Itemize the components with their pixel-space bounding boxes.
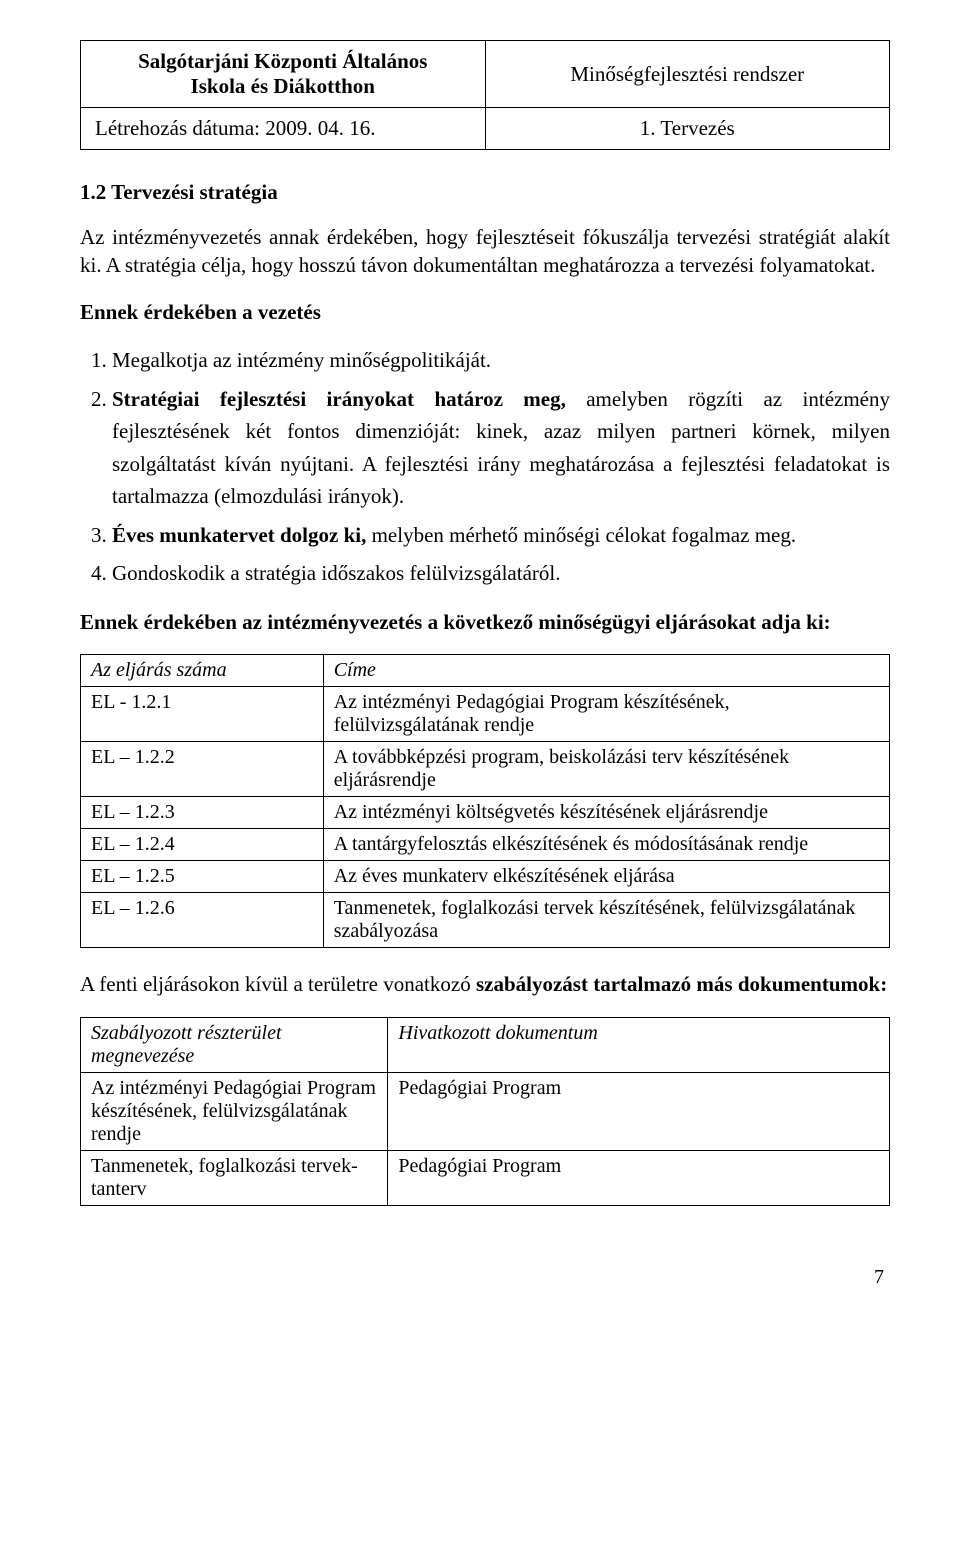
proc-title: Az intézményi költségvetés készítésének … bbox=[323, 797, 889, 829]
page-container: Salgótarjáni Központi Általános Iskola é… bbox=[0, 0, 960, 1329]
lead2-pre: Ennek érdekében az intézményvezetés a kö… bbox=[80, 610, 538, 634]
doc-ref: Pedagógiai Program bbox=[388, 1150, 890, 1205]
table-row: EL – 1.2.3 Az intézményi költségvetés ké… bbox=[81, 797, 890, 829]
proc-id: EL - 1.2.1 bbox=[81, 687, 324, 742]
table-header-row: Az eljárás száma Címe bbox=[81, 655, 890, 687]
chapter-label: 1. Tervezés bbox=[640, 116, 735, 140]
header-system-cell: Minőségfejlesztési rendszer bbox=[485, 41, 890, 108]
header-table: Salgótarjáni Központi Általános Iskola é… bbox=[80, 40, 890, 150]
header-date-cell: Létrehozás dátuma: 2009. 04. 16. bbox=[81, 108, 486, 150]
page-number: 7 bbox=[80, 1266, 890, 1289]
documents-table: Szabályozott részterület megnevezése Hiv… bbox=[80, 1017, 890, 1206]
school-name-line1: Salgótarjáni Központi Általános bbox=[138, 49, 427, 73]
proc-col-2-header: Címe bbox=[323, 655, 889, 687]
doc-area: Tanmenetek, foglalkozási tervek-tanterv bbox=[81, 1150, 388, 1205]
proc-id: EL – 1.2.3 bbox=[81, 797, 324, 829]
docs-lead: A fenti eljárásokon kívül a területre vo… bbox=[80, 970, 890, 998]
table-row: EL – 1.2.5 Az éves munkaterv elkészítésé… bbox=[81, 861, 890, 893]
table-row: EL – 1.2.4 A tantárgyfelosztás elkészíté… bbox=[81, 829, 890, 861]
list-item-3-rest: melyben mérhető minőségi célokat fogalma… bbox=[366, 523, 796, 547]
proc-title: Az éves munkaterv elkészítésének eljárás… bbox=[323, 861, 889, 893]
proc-id: EL – 1.2.4 bbox=[81, 829, 324, 861]
proc-title: A tantárgyfelosztás elkészítésének és mó… bbox=[323, 829, 889, 861]
docs-col-2-header: Hivatkozott dokumentum bbox=[388, 1017, 890, 1072]
header-school-cell: Salgótarjáni Központi Általános Iskola é… bbox=[81, 41, 486, 108]
creation-date: Létrehozás dátuma: 2009. 04. 16. bbox=[95, 116, 376, 140]
table-header-row: Szabályozott részterület megnevezése Hiv… bbox=[81, 1017, 890, 1072]
list-item-3-bold: Éves munkatervet dolgoz ki, bbox=[112, 523, 366, 547]
lead-in-1: Ennek érdekében a vezetés bbox=[80, 298, 890, 326]
lead2-post: minőségügyi eljárásokat adja ki: bbox=[538, 610, 830, 634]
school-name-line2: Iskola és Diákotthon bbox=[191, 74, 375, 98]
table-row: EL – 1.2.2 A továbbképzési program, beis… bbox=[81, 742, 890, 797]
section-title: 1.2 Tervezési stratégia bbox=[80, 180, 890, 205]
proc-id: EL – 1.2.2 bbox=[81, 742, 324, 797]
doc-ref: Pedagógiai Program bbox=[388, 1072, 890, 1150]
table-row: Tanmenetek, foglalkozási tervek-tanterv … bbox=[81, 1150, 890, 1205]
proc-title: Tanmenetek, foglalkozási tervek készítés… bbox=[323, 893, 889, 948]
docs-col1-line1: Szabályozott részterület bbox=[91, 1022, 282, 1044]
system-name: Minőségfejlesztési rendszer bbox=[570, 62, 804, 86]
intro-paragraph: Az intézményvezetés annak érdekében, hog… bbox=[80, 223, 890, 280]
table-row: EL - 1.2.1 Az intézményi Pedagógiai Prog… bbox=[81, 687, 890, 742]
list-item-4: Gondoskodik a stratégia időszakos felülv… bbox=[112, 557, 890, 590]
proc-col-1-header: Az eljárás száma bbox=[81, 655, 324, 687]
list-item-1: Megalkotja az intézmény minőségpolitikáj… bbox=[112, 344, 890, 377]
list-item-3: Éves munkatervet dolgoz ki, melyben mérh… bbox=[112, 519, 890, 552]
list-item-2: Stratégiai fejlesztési irányokat határoz… bbox=[112, 383, 890, 513]
procedures-table: Az eljárás száma Címe EL - 1.2.1 Az inté… bbox=[80, 654, 890, 948]
lead-in-2: Ennek érdekében az intézményvezetés a kö… bbox=[80, 608, 890, 636]
table-row: EL – 1.2.6 Tanmenetek, foglalkozási terv… bbox=[81, 893, 890, 948]
docs-col1-line2: megnevezése bbox=[91, 1045, 194, 1067]
list-item-2-bold: Stratégiai fejlesztési irányokat határoz… bbox=[112, 387, 566, 411]
proc-id: EL – 1.2.6 bbox=[81, 893, 324, 948]
docs-lead-bold: szabályozást tartalmazó más dokumentumok… bbox=[476, 972, 887, 996]
doc-area: Az intézményi Pedagógiai Program készíté… bbox=[81, 1072, 388, 1150]
header-chapter-cell: 1. Tervezés bbox=[485, 108, 890, 150]
proc-title: A továbbképzési program, beiskolázási te… bbox=[323, 742, 889, 797]
main-numbered-list: Megalkotja az intézmény minőségpolitikáj… bbox=[80, 344, 890, 590]
proc-title: Az intézményi Pedagógiai Program készíté… bbox=[323, 687, 889, 742]
proc-id: EL – 1.2.5 bbox=[81, 861, 324, 893]
docs-col-1-header: Szabályozott részterület megnevezése bbox=[81, 1017, 388, 1072]
table-row: Az intézményi Pedagógiai Program készíté… bbox=[81, 1072, 890, 1150]
docs-lead-pre: A fenti eljárásokon kívül a területre vo… bbox=[80, 972, 476, 996]
